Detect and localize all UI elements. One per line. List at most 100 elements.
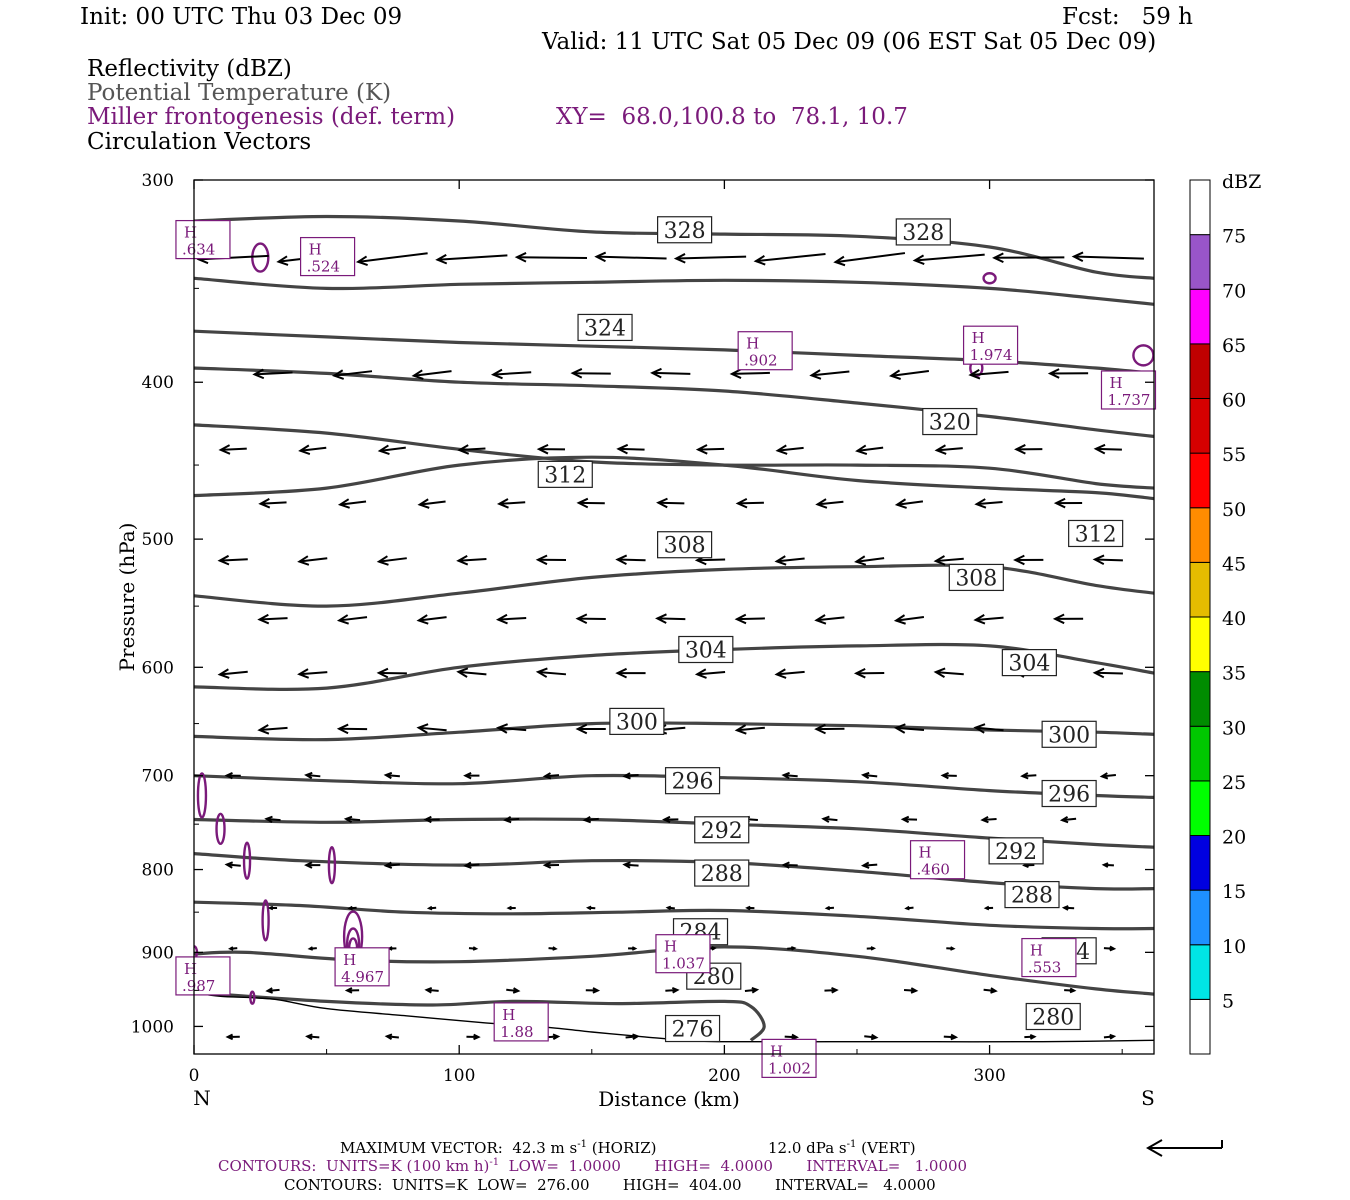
circulation-vector	[1103, 1033, 1117, 1040]
circulation-vector	[946, 946, 956, 951]
svg-text:288: 288	[701, 862, 743, 887]
theta-contour-label: 328	[657, 216, 713, 244]
svg-text:308: 308	[955, 566, 997, 591]
colorbar-level-label: 30	[1222, 717, 1246, 739]
circulation-vector	[570, 368, 611, 379]
colorbar-segment	[1189, 780, 1211, 836]
circulation-vector	[745, 905, 755, 911]
circulation-vector	[940, 771, 957, 780]
svg-text:1.88: 1.88	[500, 1023, 533, 1041]
circulation-vector	[968, 369, 1009, 380]
circulation-vector	[506, 987, 521, 994]
colorbar-level-label: 65	[1222, 335, 1246, 357]
circulation-vector	[622, 772, 639, 780]
circulation-vector	[1013, 554, 1044, 566]
circulation-vector	[625, 1033, 640, 1040]
circulation-vector	[615, 554, 646, 566]
theta-contour-label: 292	[988, 837, 1044, 865]
colorbar-level-label: 60	[1222, 390, 1246, 412]
svg-text:280: 280	[1032, 1006, 1074, 1031]
svg-text:308: 308	[664, 534, 706, 559]
x-tick-label: 300	[973, 1066, 1005, 1086]
circulation-vectors	[196, 251, 1144, 1041]
colorbar-segment	[1189, 452, 1211, 509]
circulation-vector	[933, 667, 964, 678]
circulation-vector	[542, 772, 560, 780]
colorbar-segment	[1189, 561, 1211, 618]
circulation-vector	[1092, 667, 1123, 679]
circulation-vector	[781, 771, 798, 780]
colorbar-level-label: 45	[1222, 553, 1246, 575]
circulation-vector	[983, 905, 994, 911]
colorbar-segment	[1189, 343, 1211, 399]
circulation-vector	[1059, 816, 1077, 824]
circulation-vector	[347, 905, 357, 911]
circulation-vector	[814, 723, 845, 735]
frontogenesis-maximum-label: H.524	[299, 236, 356, 277]
circulation-vector	[575, 613, 606, 624]
circulation-vector	[983, 987, 998, 994]
circulation-vector	[893, 723, 925, 734]
svg-text:1.002: 1.002	[768, 1059, 811, 1077]
circulation-vector	[217, 668, 248, 679]
circulation-vector	[466, 1033, 481, 1041]
frontogenesis-contour	[982, 272, 997, 285]
y-tick-label: 700	[142, 767, 174, 787]
circulation-vector	[933, 555, 964, 566]
circulation-vector	[417, 498, 446, 509]
circulation-vector	[576, 497, 605, 509]
circulation-vector	[463, 772, 480, 780]
theta-contour-300	[194, 721, 1154, 742]
theta-contour-info: CONTOURS: UNITS=K LOW= 276.00 HIGH= 404.…	[284, 1176, 936, 1194]
circulation-vector	[1092, 554, 1123, 565]
frontogenesis-contour	[242, 841, 252, 880]
circulation-vector	[735, 497, 764, 509]
svg-text:.524: .524	[307, 258, 340, 276]
theta-contour-label: 288	[1004, 880, 1060, 909]
circulation-vector	[1020, 772, 1037, 780]
circulation-vector	[257, 613, 288, 625]
circulation-vector	[258, 498, 287, 509]
max-vector-vert-label: 12.0 dPa s-1 (VERT)	[768, 1139, 916, 1157]
colorbar-segment	[1189, 835, 1211, 891]
colorbar-level-label: 20	[1222, 827, 1246, 849]
circulation-vector	[490, 368, 532, 380]
theta-contour-label: 304	[678, 635, 734, 664]
theta-contour-332	[194, 276, 1154, 306]
svg-text:300: 300	[1048, 723, 1090, 748]
circulation-vector	[267, 905, 278, 911]
theta-contour-label: 328	[895, 218, 951, 246]
cross-section-endpoints: XY= 68.0,100.8 to 78.1, 10.7	[556, 104, 908, 130]
circulation-vector	[729, 368, 770, 379]
theta-contour-label: 276	[664, 1014, 721, 1043]
y-tick-label: 400	[142, 373, 174, 393]
circulation-vector	[535, 667, 567, 678]
circulation-vector	[821, 815, 838, 823]
circulation-vector	[992, 252, 1065, 263]
theta-contour-label: 280	[1025, 1002, 1081, 1031]
svg-text:4.967: 4.967	[341, 968, 384, 986]
frontogenesis-maximum-label: H1.737	[1100, 370, 1157, 410]
circulation-vector	[336, 614, 368, 625]
frontogenesis-maximum-label: H1.002	[761, 1038, 817, 1078]
circulation-vector	[582, 816, 599, 824]
circulation-vector	[496, 498, 526, 509]
circulation-vector	[665, 905, 675, 911]
colorbar-segment	[1189, 288, 1211, 345]
circulation-vector	[468, 946, 479, 951]
circulation-vector	[377, 444, 406, 456]
field-circulation-vectors: Circulation Vectors	[87, 129, 312, 155]
circulation-vector	[934, 444, 963, 455]
forecast-hour: Fcst: 59 h	[1062, 4, 1193, 30]
circulation-vector	[536, 443, 566, 455]
frontogenesis-contour	[215, 812, 226, 846]
theta-contour-label: 312	[537, 460, 593, 488]
circulation-vector	[535, 554, 567, 566]
circulation-vector	[787, 946, 797, 951]
circulation-vector	[774, 555, 805, 566]
circulation-vector	[297, 668, 328, 679]
theta-contour-label: 300	[1041, 720, 1097, 748]
circulation-vector	[734, 724, 765, 735]
svg-text:H: H	[502, 1006, 515, 1024]
circulation-vector	[424, 987, 439, 994]
